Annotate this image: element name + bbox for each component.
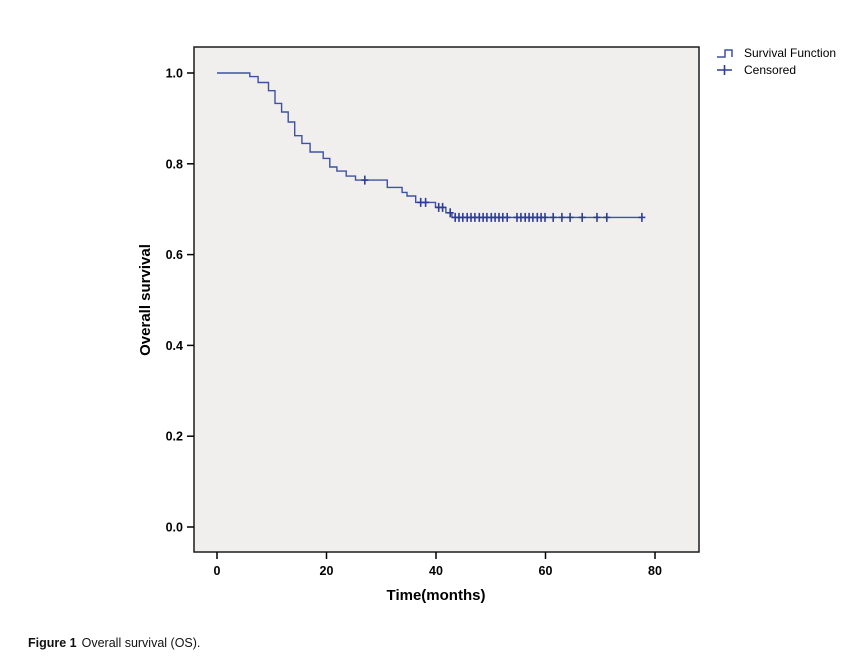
y-tick-label: 0.8 (166, 157, 183, 171)
x-tick-label: 0 (214, 564, 221, 578)
km-chart-svg: 0.0 0.2 0.4 0.6 0.8 1.0 0 20 40 60 80 Time(months) O… (137, 46, 700, 604)
plus-marker-icon (717, 65, 732, 75)
x-tick-label: 20 (320, 564, 334, 578)
figure-caption-label: Figure 1 (28, 636, 77, 650)
chart-legend: Survival Function Censored (716, 46, 836, 77)
x-tick-label: 60 (539, 564, 553, 578)
y-tick-label: 0.4 (166, 339, 183, 353)
survival-curve (217, 72, 642, 219)
y-axis-title: Overall survival (137, 244, 154, 356)
y-tick-label: 0.2 (166, 430, 183, 444)
x-tick-label: 40 (429, 564, 443, 578)
x-axis-title: Time(months) (387, 587, 486, 604)
legend-label-survival-function: Survival Function (744, 46, 837, 60)
y-tick-label: 0.0 (166, 521, 183, 535)
step-line-icon (717, 49, 733, 58)
legend-label-censored: Censored (744, 63, 797, 77)
legend-item-survival-function: Survival Function (716, 46, 836, 60)
legend-item-censored: Censored (716, 63, 836, 77)
y-tick-label: 1.0 (166, 67, 183, 81)
km-chart: 0.0 0.2 0.4 0.6 0.8 1.0 0 20 40 60 80 Time(months) O… (137, 46, 836, 604)
x-tick-label: 80 (648, 564, 662, 578)
plot-area (193, 46, 700, 553)
figure-caption: Figure 1 Overall survival (OS). (28, 636, 200, 650)
y-tick-label: 0.6 (166, 248, 183, 262)
figure-caption-text: Overall survival (OS). (81, 636, 201, 650)
